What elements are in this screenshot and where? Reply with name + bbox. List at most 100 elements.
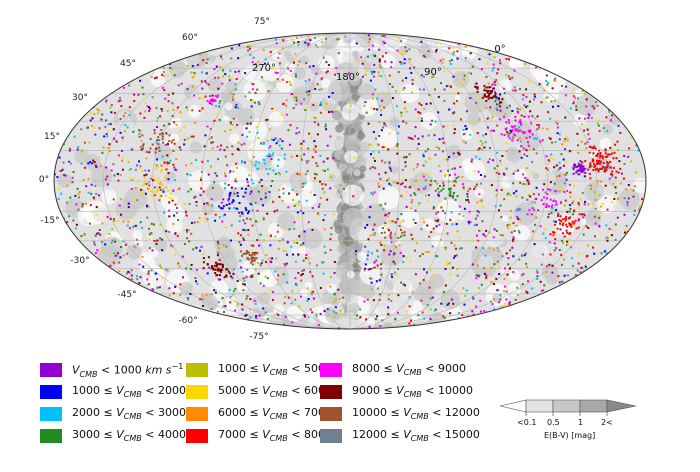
galaxy-point <box>300 295 302 298</box>
galaxy-point <box>268 257 271 260</box>
galaxy-point <box>504 303 506 306</box>
galaxy-point <box>199 249 201 252</box>
galaxy-point <box>372 93 375 96</box>
galaxy-point <box>165 168 168 171</box>
extinction-patch <box>501 215 509 222</box>
galaxy-point <box>509 216 512 219</box>
galaxy-point <box>324 214 327 217</box>
galaxy-point <box>513 69 516 72</box>
galaxy-point <box>443 88 446 91</box>
galaxy-point <box>218 263 221 266</box>
galaxy-point <box>129 177 132 180</box>
galaxy-point <box>292 253 295 256</box>
galaxy-point <box>120 149 123 152</box>
galaxy-point <box>250 116 252 119</box>
galaxy-point <box>210 100 213 102</box>
galaxy-point <box>278 240 281 242</box>
galaxy-point <box>594 235 596 238</box>
galaxy-point <box>325 61 328 64</box>
galaxy-point <box>422 187 425 190</box>
galaxy-point <box>485 86 488 89</box>
galaxy-point <box>399 221 402 224</box>
galaxy-point <box>575 105 578 108</box>
galaxy-point <box>536 278 539 280</box>
galaxy-point <box>130 216 133 219</box>
galaxy-point <box>114 240 117 243</box>
galaxy-point <box>396 49 399 52</box>
galaxy-point <box>380 273 383 276</box>
galaxy-point <box>130 274 133 277</box>
galaxy-point <box>239 243 242 246</box>
galaxy-point <box>384 124 387 127</box>
galaxy-point <box>352 195 355 198</box>
galaxy-point <box>410 234 413 237</box>
galaxy-point <box>587 113 590 115</box>
galaxy-point <box>316 133 319 136</box>
galaxy-point <box>436 182 439 185</box>
galaxy-point <box>438 223 441 226</box>
galaxy-point <box>505 128 507 131</box>
galaxy-point <box>483 175 486 178</box>
extinction-patch <box>541 263 559 281</box>
galaxy-point <box>191 65 194 68</box>
galaxy-point <box>344 35 347 38</box>
galaxy-point <box>314 179 317 182</box>
galaxy-point <box>553 231 556 234</box>
galaxy-point <box>245 314 248 316</box>
galaxy-point <box>139 276 142 279</box>
galaxy-point <box>127 220 130 223</box>
galaxy-point <box>139 145 142 148</box>
galaxy-point <box>277 274 280 277</box>
galaxy-point <box>356 314 359 317</box>
galaxy-point <box>76 148 79 151</box>
galaxy-point <box>186 88 189 91</box>
galaxy-point <box>216 254 219 257</box>
galaxy-point <box>522 147 525 150</box>
galaxy-point <box>381 319 384 322</box>
galaxy-point <box>580 123 583 126</box>
galaxy-point <box>569 223 572 226</box>
extinction-patch <box>225 81 237 93</box>
galaxy-point <box>444 284 447 287</box>
galaxy-point <box>175 123 178 126</box>
galaxy-point <box>405 121 408 124</box>
extinction-patch <box>78 109 94 125</box>
galaxy-point <box>608 110 611 113</box>
galaxy-point <box>446 261 449 264</box>
galaxy-point <box>600 252 603 255</box>
galaxy-point <box>526 291 529 294</box>
galaxy-point <box>402 283 405 286</box>
galaxy-point <box>565 85 568 88</box>
galaxy-point <box>563 140 566 143</box>
galaxy-point <box>235 180 238 183</box>
galaxy-point <box>499 162 502 165</box>
extinction-patch <box>218 170 231 182</box>
galaxy-point <box>517 208 520 211</box>
galaxy-point <box>545 167 548 170</box>
extinction-patch <box>358 141 370 153</box>
galaxy-point <box>185 164 188 167</box>
extinction-patch <box>346 270 355 279</box>
galaxy-point <box>391 220 394 223</box>
galaxy-point <box>540 199 543 202</box>
galaxy-point <box>214 291 217 294</box>
galaxy-point <box>222 214 225 217</box>
galaxy-point <box>396 311 399 314</box>
galaxy-point <box>94 234 97 237</box>
galaxy-point <box>154 194 157 197</box>
galaxy-point <box>250 257 253 259</box>
galaxy-point <box>290 245 293 248</box>
galaxy-point <box>295 103 298 106</box>
galaxy-point <box>372 150 375 153</box>
galaxy-point <box>186 173 189 176</box>
galaxy-point <box>482 233 485 236</box>
galaxy-point <box>202 253 205 256</box>
galaxy-point <box>279 138 282 141</box>
galaxy-point <box>156 239 159 242</box>
extinction-patch <box>532 168 556 191</box>
galaxy-point <box>434 308 437 311</box>
galaxy-point <box>478 275 481 278</box>
galaxy-point <box>216 145 219 148</box>
galaxy-point <box>380 263 382 266</box>
galaxy-point <box>281 140 284 143</box>
